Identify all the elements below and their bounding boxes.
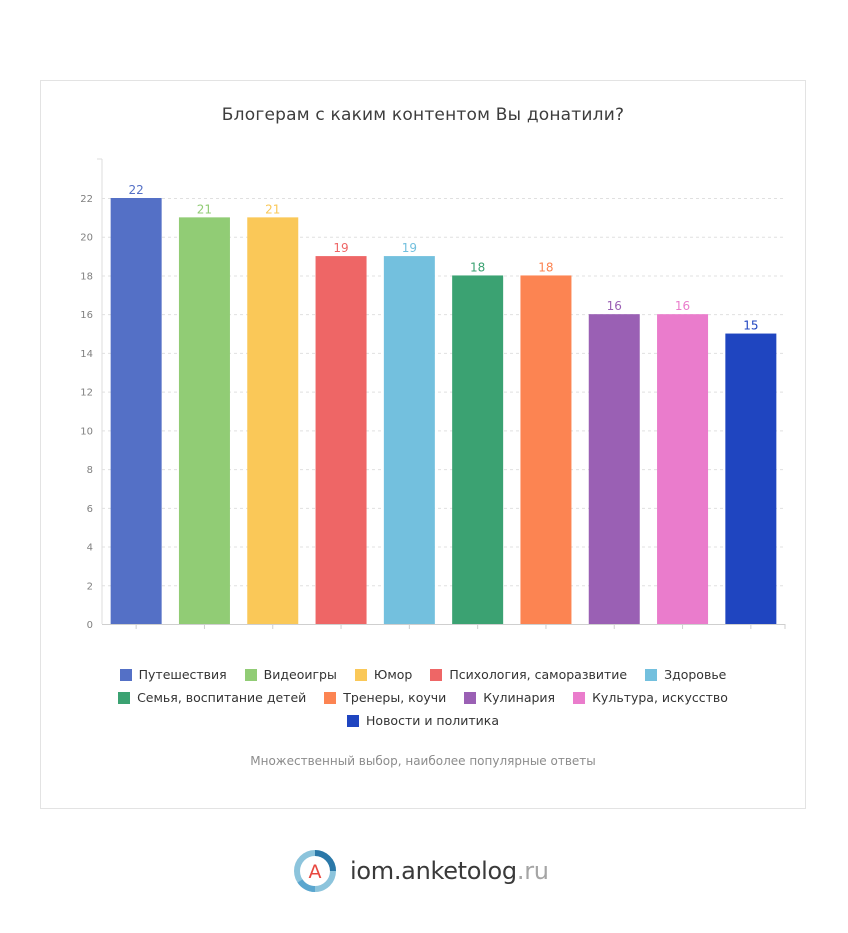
data-label: 19 [333,241,348,255]
brand-name[interactable]: iom.anketolog.ru [350,857,549,885]
anketolog-logo-icon: A [294,850,336,893]
legend-swatch [430,668,443,681]
legend-item[interactable]: Кулинария [464,690,555,705]
legend-label: Тренеры, коучи [343,690,447,705]
legend-swatch [573,691,586,704]
data-label: 22 [129,183,144,197]
y-tick-label: 10 [80,426,93,437]
y-tick-label: 22 [80,194,93,205]
legend-swatch [464,691,477,704]
legend-label: Юмор [373,667,413,682]
legend-item[interactable]: Семья, воспитание детей [118,690,306,705]
bar [725,333,777,624]
bar [452,275,504,624]
bar [588,314,640,624]
data-label: 16 [607,299,622,313]
legend-label: Видеоигры [263,667,337,682]
chart-card: Блогерам с каким контентом Вы донатили? … [40,80,806,809]
legend-item[interactable]: Тренеры, коучи [324,690,446,705]
legend-label: Семья, воспитание детей [137,690,307,705]
legend-swatch [347,714,360,727]
y-tick-label: 8 [87,465,93,476]
legend-item[interactable]: Культура, искусство [573,690,728,705]
chart-legend: Путешествия Видеоигры Юмор Психология, само… [81,667,765,728]
data-label: 18 [470,260,485,274]
y-tick-label: 18 [80,271,93,282]
legend-swatch [324,691,337,704]
y-tick-label: 6 [87,504,93,515]
y-tick-label: 14 [80,349,93,360]
legend-item[interactable]: Новости и политика [347,713,499,728]
data-label: 16 [675,299,690,313]
legend-swatch [244,668,257,681]
bar-chart: 0 2 4 6 8 10 12 14 16 18 20 22 22 21 21 19 19 18 18 16 16 15 [80,158,786,631]
y-tick-label: 16 [80,310,93,321]
legend-swatch [354,668,367,681]
bar [657,314,709,624]
logo-letter: A [309,861,322,883]
legend-item[interactable]: Здоровье [645,667,726,682]
chart-note: Множественный выбор, наиболее популярные… [250,754,596,768]
legend-label: Новости и политика [366,713,499,728]
legend-label: Кулинария [483,690,556,705]
legend-label: Психология, саморазвитие [449,667,628,682]
bar [520,275,572,624]
data-label: 15 [743,319,758,333]
y-tick-label: 2 [87,581,93,592]
y-tick-label: 4 [87,543,93,554]
bar [110,198,162,624]
data-label: 21 [197,202,212,216]
legend-item[interactable]: Юмор [354,667,413,682]
brand-footer[interactable]: A iom.anketolog.ru [292,848,549,894]
data-label: 19 [402,241,417,255]
data-label: 18 [538,260,553,274]
bar [383,256,435,624]
legend-label: Путешествия [138,667,227,682]
chart-title: Блогерам с каким контентом Вы донатили? [221,105,625,125]
bar [178,217,230,625]
legend-label: Культура, искусство [592,690,728,705]
y-tick-label: 20 [80,233,93,244]
bar [315,256,367,624]
brand-tld: .ru [516,857,549,885]
bar [247,217,299,625]
legend-swatch [645,668,658,681]
y-tick-label: 0 [87,620,93,631]
legend-item[interactable]: Видеоигры [244,667,337,682]
legend-item[interactable]: Психология, саморазвитие [430,667,627,682]
y-tick-label: 12 [80,388,93,399]
legend-swatch [118,691,131,704]
legend-swatch [119,668,132,681]
legend-label: Здоровье [664,667,727,682]
legend-item[interactable]: Путешествия [119,667,227,682]
data-label: 21 [265,202,280,216]
